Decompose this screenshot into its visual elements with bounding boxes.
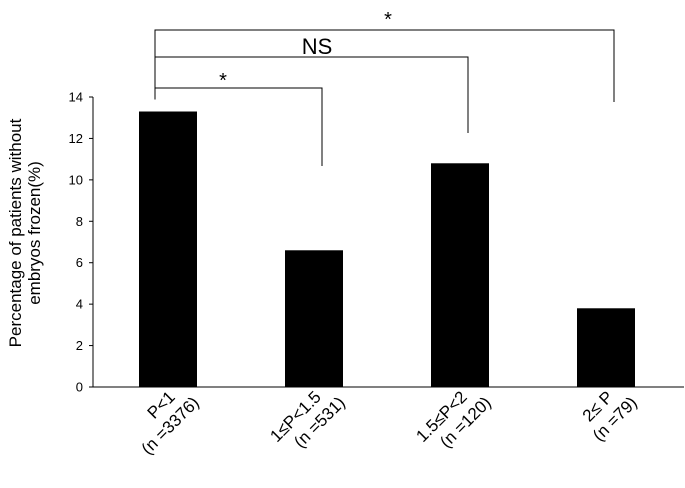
bar [431,163,489,387]
bar [139,111,197,387]
x-tick-label: P<1(n =3376) [138,387,203,458]
significance-label: * [219,70,227,92]
y-tick-label: 0 [76,380,83,395]
y-tick-label: 6 [76,255,83,270]
x-tick-label: 1.5≤P<2(n =120) [412,387,495,451]
y-tick-label: 12 [69,131,83,146]
x-tick-labels: P<1(n =3376) 1≤P<1.5(n =531) 1.5≤P<2(n =12… [138,387,641,458]
y-axis-label-line-2: embryos frozen(%) [25,161,44,305]
y-tick-label: 10 [69,172,83,187]
y-tick-label: 14 [69,90,83,105]
significance-bracket [154,56,469,133]
significance-label: * [384,9,392,31]
y-ticks: 0 2 4 6 8 10 12 14 [69,90,93,395]
x-tick-label: 1≤P<1.5(n =531) [266,387,349,451]
significance-brackets: * NS * [154,9,615,166]
significance-label: NS [302,34,333,59]
bar [285,250,343,387]
y-tick-label: 4 [76,297,83,312]
bars [139,111,635,387]
y-tick-label: 2 [76,338,83,353]
significance-bracket [154,29,615,102]
y-tick-label: 8 [76,214,83,229]
y-axis-label: Percentage of patients without embryos f… [6,118,44,347]
y-axis-label-line-1: Percentage of patients without [6,118,25,347]
x-tick-label: 2≤ P(n =79) [579,387,641,445]
bar [577,308,635,387]
